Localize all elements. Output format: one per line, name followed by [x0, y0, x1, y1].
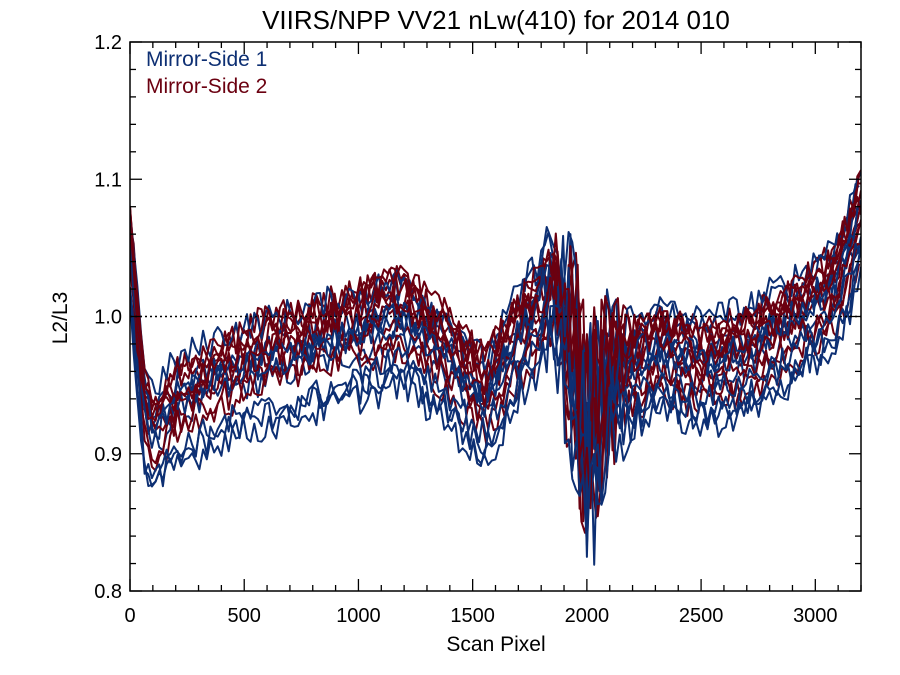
x-tick-label: 2000 [565, 605, 610, 627]
legend-entry: Mirror-Side 1 [146, 48, 267, 71]
series-line [130, 266, 861, 546]
x-axis-label: Scan Pixel [446, 633, 545, 656]
series-line [130, 204, 861, 453]
x-tick-label: 500 [228, 605, 261, 627]
chart-title: VIIRS/NPP VV21 nLw(410) for 2014 010 [262, 5, 730, 35]
y-tick-label: 0.8 [94, 581, 122, 603]
series-line [130, 196, 861, 510]
y-tick-label: 1.0 [94, 307, 122, 329]
y-axis-label: L2/L3 [49, 292, 72, 345]
series-line [130, 169, 861, 467]
x-tick-label: 2500 [679, 605, 724, 627]
legend-entry: Mirror-Side 2 [146, 75, 267, 98]
series-layer [130, 169, 861, 566]
series-line [130, 243, 861, 506]
y-tick-label: 1.2 [94, 32, 122, 54]
y-tick-label: 0.9 [94, 444, 122, 466]
x-tick-label: 0 [124, 605, 135, 627]
legend: Mirror-Side 1 Mirror-Side 2 [146, 48, 267, 98]
x-tick-label: 3000 [793, 605, 838, 627]
ticks-layer: 0 500 1000 1500 2000 2500 3000 0.8 0.9 1.0 1.1 1.2 [94, 32, 862, 627]
x-tick-label: 1500 [450, 605, 495, 627]
series-line [130, 219, 861, 523]
series-line [130, 204, 861, 516]
y-tick-label: 1.1 [94, 169, 122, 191]
x-tick-label: 1000 [336, 605, 381, 627]
